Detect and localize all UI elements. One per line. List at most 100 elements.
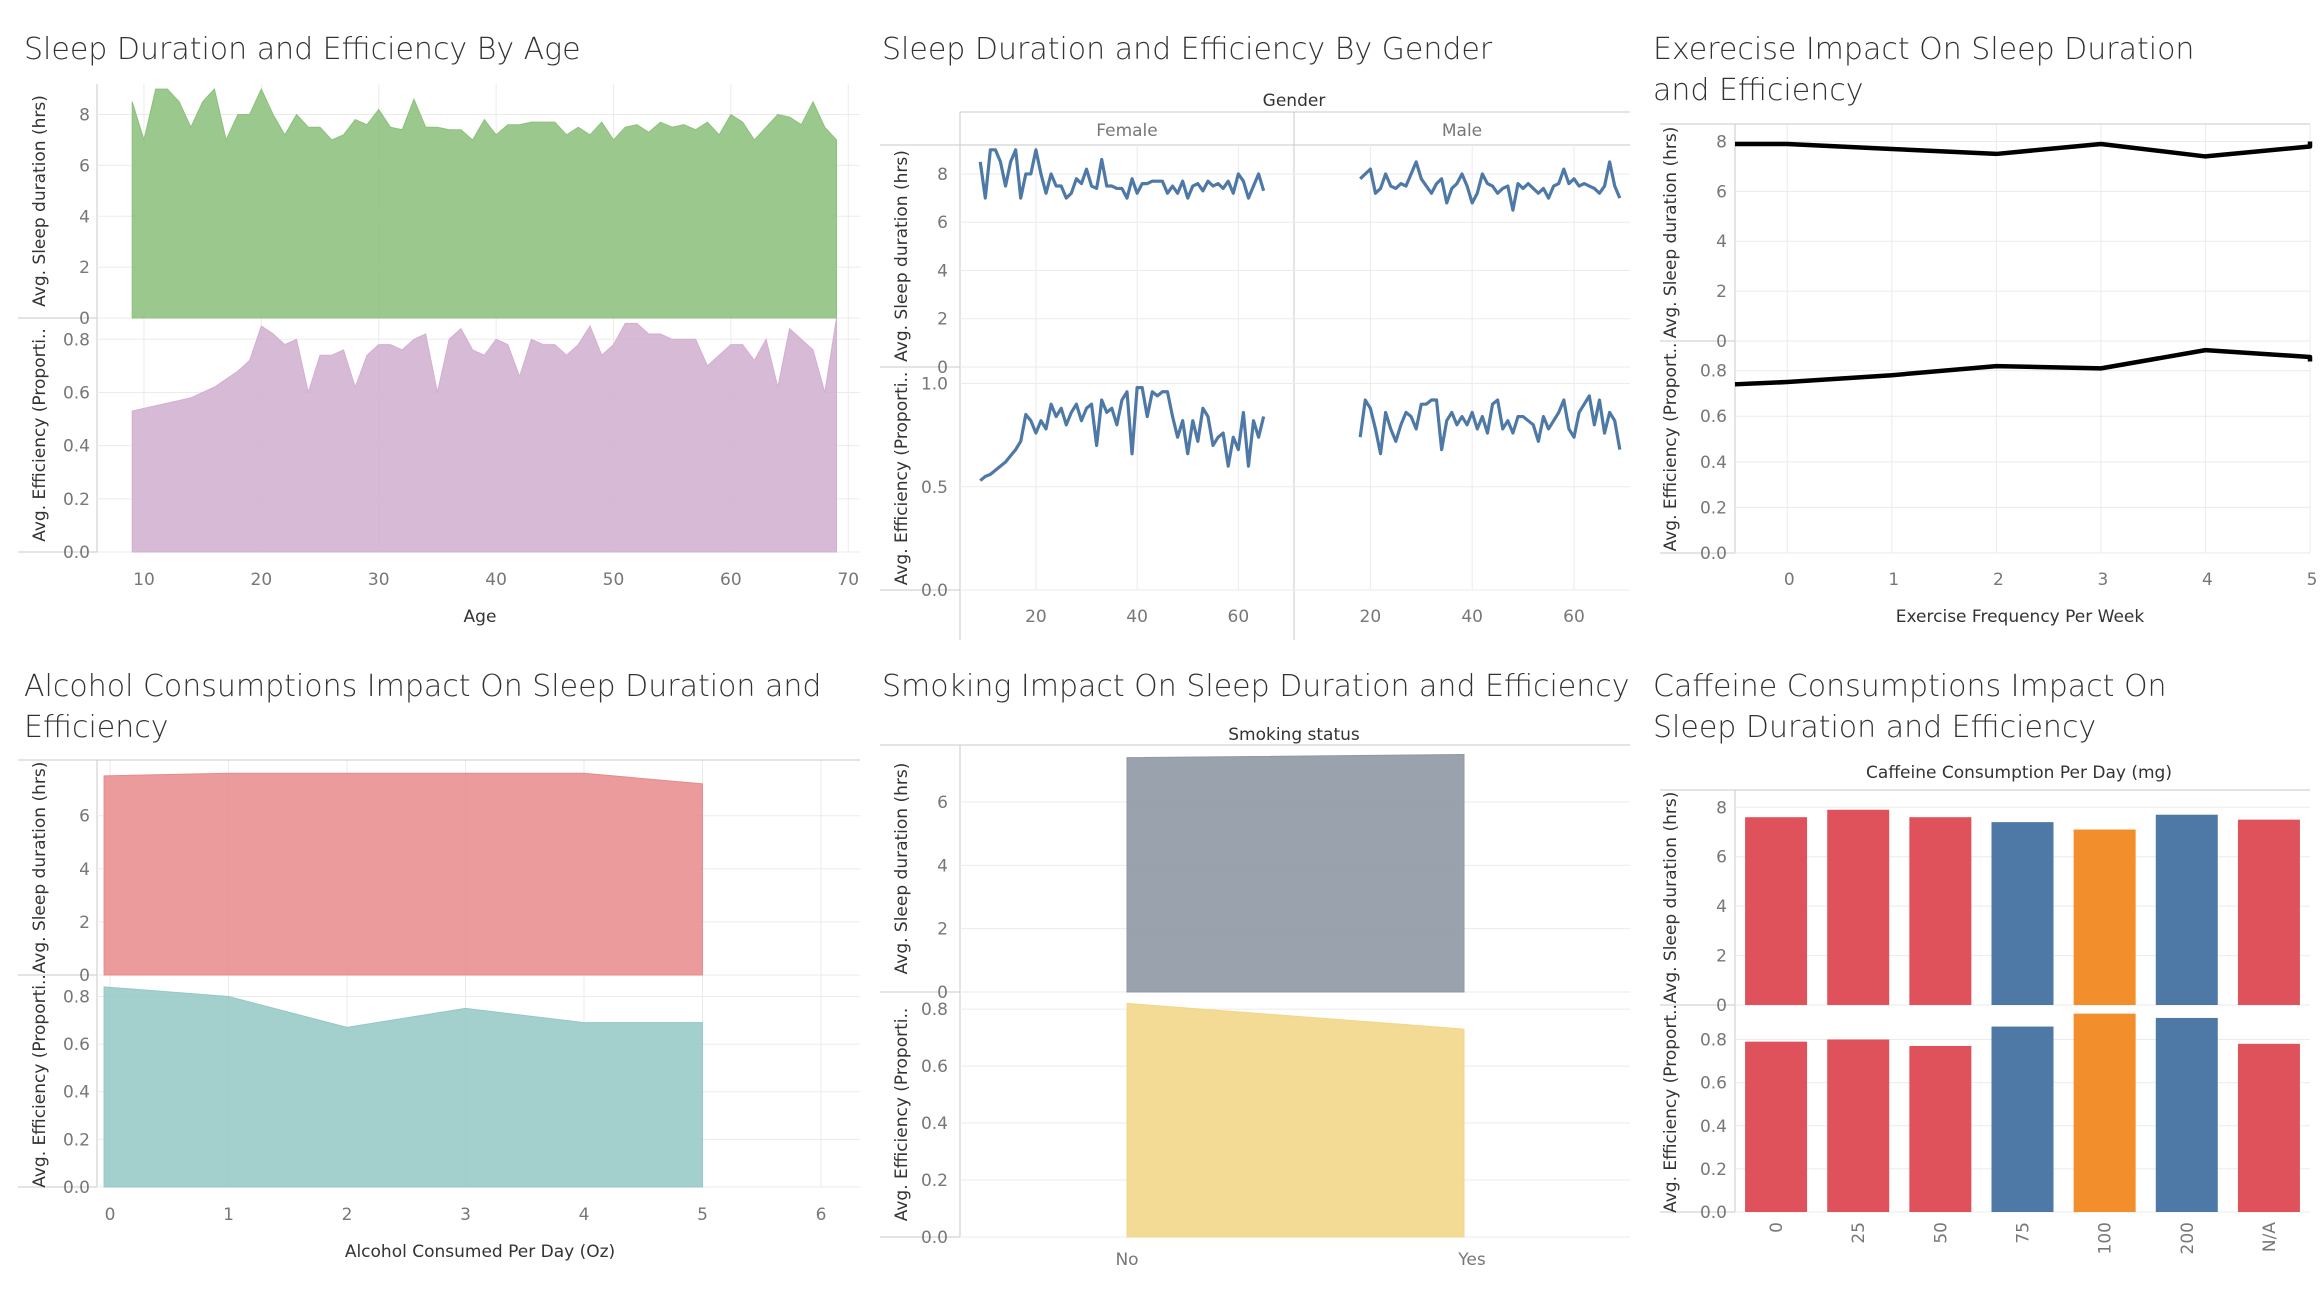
y-tick-label: 0 <box>937 358 948 378</box>
y-tick-label: 6 <box>79 156 90 176</box>
bar <box>1991 822 2054 1005</box>
facet-header: Caffeine Consumption Per Day (mg) <box>1866 763 2172 783</box>
y-tick-label: 0.8 <box>63 987 90 1007</box>
y-tick-label: 0.0 <box>63 543 90 563</box>
x-tick-label: N/A <box>2260 1222 2280 1252</box>
y-axis-label: Avg. Efficiency (Proporti.. <box>892 372 912 586</box>
y-tick-label: 0.6 <box>63 383 90 403</box>
x-tick-label: 100 <box>2096 1222 2116 1254</box>
y-tick-label: 0.0 <box>921 1228 948 1248</box>
bar <box>1827 809 1890 1005</box>
y-tick-label: 8 <box>1716 132 1727 152</box>
x-tick-label: 1 <box>223 1205 234 1225</box>
area-series <box>131 317 838 553</box>
x-tick-label: 60 <box>720 570 742 590</box>
line-series <box>978 148 1266 200</box>
x-tick-label: 3 <box>2097 570 2108 590</box>
age-chart: 0 2 4 6 8 Avg. Sleep duration (hrs) 0.0 0.2 0.4 0… <box>18 84 860 627</box>
line-series <box>1359 160 1622 212</box>
panel-exercise: Exerecise Impact On Sleep Duration and E… <box>1650 0 2324 640</box>
y-axis-label: Avg. Efficiency (Proport.. <box>1661 1004 1681 1213</box>
x-tick-label: No <box>1115 1250 1138 1270</box>
x-tick-label: 50 <box>1931 1222 1951 1244</box>
alcohol-chart: 0 2 4 6 Avg. Sleep duration (hrs) 0.0 0.2 0.4 0.… <box>18 759 860 1262</box>
y-tick-label: 0.2 <box>1700 498 1727 518</box>
y-tick-label: 4 <box>79 207 90 227</box>
x-tick-label: Yes <box>1457 1250 1486 1270</box>
y-axis-label: Avg. Efficiency (Proporti.. <box>30 974 50 1188</box>
line-series <box>1734 347 2313 387</box>
x-axis-label: Exercise Frequency Per Week <box>1896 607 2145 627</box>
x-axis-label: Age <box>464 607 497 627</box>
x-tick-label: 6 <box>816 1205 827 1225</box>
y-tick-label: 0.5 <box>921 478 948 498</box>
y-tick-label: 0.8 <box>63 330 90 350</box>
x-tick-label: 0 <box>105 1205 116 1225</box>
y-tick-label: 6 <box>1716 848 1727 868</box>
bar <box>1745 1041 1808 1212</box>
y-tick-label: 0 <box>79 309 90 329</box>
bar <box>1827 1039 1890 1212</box>
area-series <box>1126 1002 1465 1238</box>
x-tick-label: 70 <box>837 570 859 590</box>
y-tick-label: 0.8 <box>1700 1031 1727 1051</box>
bar <box>1909 1045 1972 1212</box>
y-axis-label: Avg. Efficiency (Proport.. <box>1661 343 1681 552</box>
y-tick-label: 2 <box>79 258 90 278</box>
y-tick-label: 0 <box>1716 996 1727 1016</box>
x-tick-label: 40 <box>1461 607 1483 627</box>
y-tick-label: 0.4 <box>921 1114 948 1134</box>
y-tick-label: 0.6 <box>921 1057 948 1077</box>
y-tick-label: 6 <box>1716 182 1727 202</box>
y-tick-label: 2 <box>79 913 90 933</box>
y-tick-label: 1.0 <box>921 375 948 395</box>
x-tick-label: 0 <box>1784 570 1795 590</box>
y-tick-label: 2 <box>937 920 948 940</box>
panel-title: Exerecise Impact On Sleep Duration and E… <box>1653 32 2195 108</box>
smoking-chart: Smoking status 0 2 4 6 Avg. Sleep duration (h… <box>880 725 1630 1270</box>
bar <box>1745 817 1808 1005</box>
x-tick-label: 40 <box>1126 607 1148 627</box>
x-tick-label: 3 <box>460 1205 471 1225</box>
y-tick-label: 4 <box>937 856 948 876</box>
y-tick-label: 4 <box>937 261 948 281</box>
facet-label: Female <box>1096 121 1157 141</box>
facet-header: Smoking status <box>1228 725 1360 745</box>
x-tick-label: 2 <box>1993 570 2004 590</box>
y-tick-label: 0.8 <box>1700 362 1727 382</box>
y-axis-label: Avg. Sleep duration (hrs) <box>892 763 912 975</box>
y-tick-label: 0.6 <box>1700 1074 1727 1094</box>
area-series <box>1126 753 1465 993</box>
x-tick-label: 4 <box>2202 570 2213 590</box>
y-tick-label: 0.8 <box>921 1000 948 1020</box>
panel-gender: Sleep Duration and Efficiency By Gender … <box>870 0 1650 640</box>
line-series <box>1358 394 1622 456</box>
bar <box>2073 829 2136 1005</box>
x-tick-label: 60 <box>1228 607 1250 627</box>
x-tick-label: 1 <box>1888 570 1899 590</box>
area-series <box>103 986 703 1188</box>
x-tick-label: 25 <box>1849 1222 1869 1244</box>
y-tick-label: 0.0 <box>63 1178 90 1198</box>
y-tick-label: 0.4 <box>1700 1117 1727 1137</box>
line-series <box>1735 141 2313 159</box>
bar <box>2073 1013 2136 1212</box>
bar <box>2155 814 2218 1005</box>
x-tick-label: 75 <box>2014 1222 2034 1244</box>
x-tick-label: 4 <box>579 1205 590 1225</box>
x-tick-label: 2 <box>342 1205 353 1225</box>
gender-chart: Gender 0 2 4 6 8 Avg. Sleep duration (hrs) 20 40… <box>880 91 1630 640</box>
y-tick-label: 8 <box>937 165 948 185</box>
x-tick-label: 30 <box>368 570 390 590</box>
x-tick-label: 5 <box>2307 570 2318 590</box>
y-tick-label: 0.6 <box>1700 407 1727 427</box>
y-tick-label: 6 <box>937 213 948 233</box>
x-tick-label: 40 <box>485 570 507 590</box>
y-axis-label: Avg. Sleep duration (hrs) <box>1661 127 1681 339</box>
x-tick-label: 20 <box>1360 607 1382 627</box>
y-tick-label: 8 <box>1716 798 1727 818</box>
y-tick-label: 0.4 <box>63 1083 90 1103</box>
bar <box>2155 1017 2218 1212</box>
y-tick-label: 0 <box>79 966 90 986</box>
y-axis-label: Avg. Efficiency (Proporti.. <box>892 1008 912 1222</box>
